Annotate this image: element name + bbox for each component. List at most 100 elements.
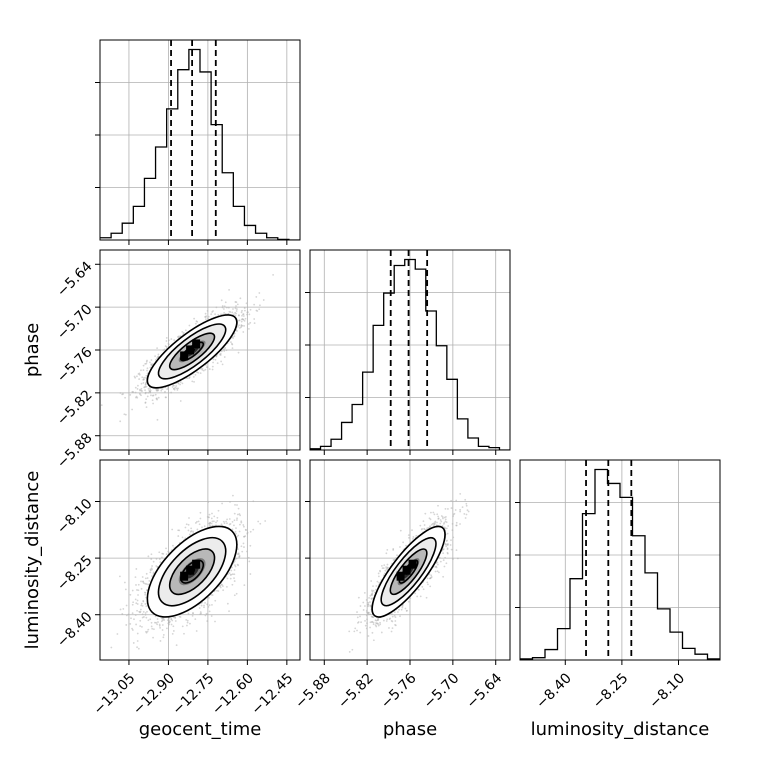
scatter-point	[264, 520, 266, 522]
scatter-point	[196, 320, 198, 322]
scatter-point	[147, 555, 149, 557]
histogram-bar	[352, 404, 363, 450]
scatter-point	[229, 572, 231, 574]
scatter-point	[241, 321, 243, 323]
scatter-point	[238, 508, 240, 510]
scatter-point	[186, 523, 188, 525]
scatter-point	[143, 616, 145, 618]
scatter-point	[161, 618, 163, 620]
scatter-point	[234, 594, 236, 596]
scatter-point	[136, 646, 138, 648]
scatter-point	[248, 561, 250, 563]
scatter-point	[188, 613, 190, 615]
scatter-point	[139, 374, 141, 376]
scatter-point	[167, 551, 169, 553]
scatter-point	[141, 390, 143, 392]
scatter-point	[236, 308, 238, 310]
histogram-bar	[394, 266, 405, 450]
scatter-point	[222, 589, 224, 591]
scatter-point	[117, 633, 119, 635]
scatter-point	[200, 512, 202, 514]
scatter-point	[214, 621, 216, 623]
scatter-point	[143, 382, 145, 384]
scatter-point	[241, 311, 243, 313]
scatter-point	[162, 553, 164, 555]
scatter-point	[223, 521, 225, 523]
scatter-point	[192, 615, 194, 617]
scatter-point	[136, 610, 138, 612]
scatter-point	[136, 397, 138, 399]
scatter-point	[220, 361, 222, 363]
histogram-geocent_time	[100, 40, 300, 240]
scatter-point	[225, 301, 227, 303]
scatter-point	[146, 611, 148, 613]
scatter-point	[180, 616, 182, 618]
scatter-point	[145, 392, 147, 394]
scatter-point	[132, 629, 134, 631]
scatter-point	[209, 368, 211, 370]
scatter-point	[139, 389, 141, 391]
y-tick-label: −5.70	[54, 301, 96, 343]
scatter-point	[235, 301, 237, 303]
scatter-point	[223, 308, 225, 310]
scatter-point	[230, 341, 232, 343]
scatter-point	[222, 307, 224, 309]
histogram-bar	[683, 648, 696, 660]
scatter-point	[197, 372, 199, 374]
scatter-point	[151, 565, 153, 567]
scatter-point	[230, 523, 232, 525]
scatter-point	[158, 354, 160, 356]
histogram-bar	[583, 514, 596, 660]
scatter-point	[160, 390, 162, 392]
scatter-point	[240, 520, 242, 522]
scatter-point	[235, 305, 237, 307]
scatter-point	[119, 392, 121, 394]
scatter-point	[175, 385, 177, 387]
scatter-point	[226, 307, 228, 309]
scatter-point	[246, 551, 248, 553]
y-tick-label: −5.88	[54, 430, 96, 472]
histogram-bar	[608, 483, 621, 660]
scatter-point	[232, 347, 234, 349]
scatter-point	[224, 522, 226, 524]
scatter-point	[209, 524, 211, 526]
scatter-point	[235, 531, 237, 533]
scatter-point	[145, 612, 147, 614]
histogram-bar	[256, 233, 267, 240]
scatter-point	[250, 309, 252, 311]
scatter-point	[205, 313, 207, 315]
scatter-point	[154, 355, 156, 357]
scatter-point	[238, 556, 240, 558]
scatter-point	[178, 530, 180, 532]
scatter-point	[189, 376, 191, 378]
scatter-point	[138, 648, 140, 650]
scatter-point	[134, 377, 136, 379]
scatter-point	[157, 390, 159, 392]
scatter-point	[234, 564, 236, 566]
scatter-point	[166, 553, 168, 555]
scatter-point	[232, 521, 234, 523]
scatter-point	[180, 381, 182, 383]
scatter-point	[137, 385, 139, 387]
histogram-bar	[363, 372, 374, 450]
scatter-point	[231, 344, 233, 346]
scatter-point	[209, 514, 211, 516]
scatter-point	[272, 274, 274, 276]
scatter-point	[237, 326, 239, 328]
scatter-point	[129, 594, 131, 596]
scatter-point	[170, 338, 172, 340]
scatter-point	[208, 523, 210, 525]
scatter-point	[234, 569, 236, 571]
scatter-point	[147, 392, 149, 394]
scatter-point	[216, 306, 218, 308]
scatter-point	[166, 627, 168, 629]
scatter-point	[234, 513, 236, 515]
scatter-point	[145, 363, 147, 365]
histogram-bar	[415, 269, 426, 450]
scatter-point	[151, 364, 153, 366]
histogram-bar	[144, 178, 155, 240]
scatter-point	[250, 531, 252, 533]
scatter-point	[259, 523, 261, 525]
scatter-point	[228, 307, 230, 309]
